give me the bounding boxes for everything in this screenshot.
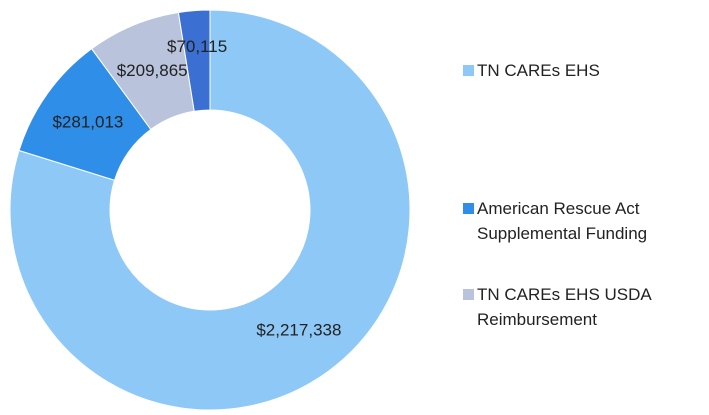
legend-label: TN CAREs EHS USDA Reimbursement [477, 285, 651, 329]
data-label: $70,115 [167, 37, 227, 56]
legend-swatch [463, 203, 474, 214]
legend-swatch [463, 65, 474, 76]
data-label: $209,865 [117, 61, 188, 80]
legend-swatch [463, 289, 474, 300]
donut-slice [9, 9, 411, 411]
legend-label: TN CAREs EHS [477, 61, 600, 80]
data-label: $2,217,338 [256, 320, 341, 339]
data-label: $281,013 [52, 112, 123, 131]
donut-slice [177, 9, 211, 112]
legend-label: American Rescue Act Supplemental Funding [477, 199, 648, 243]
